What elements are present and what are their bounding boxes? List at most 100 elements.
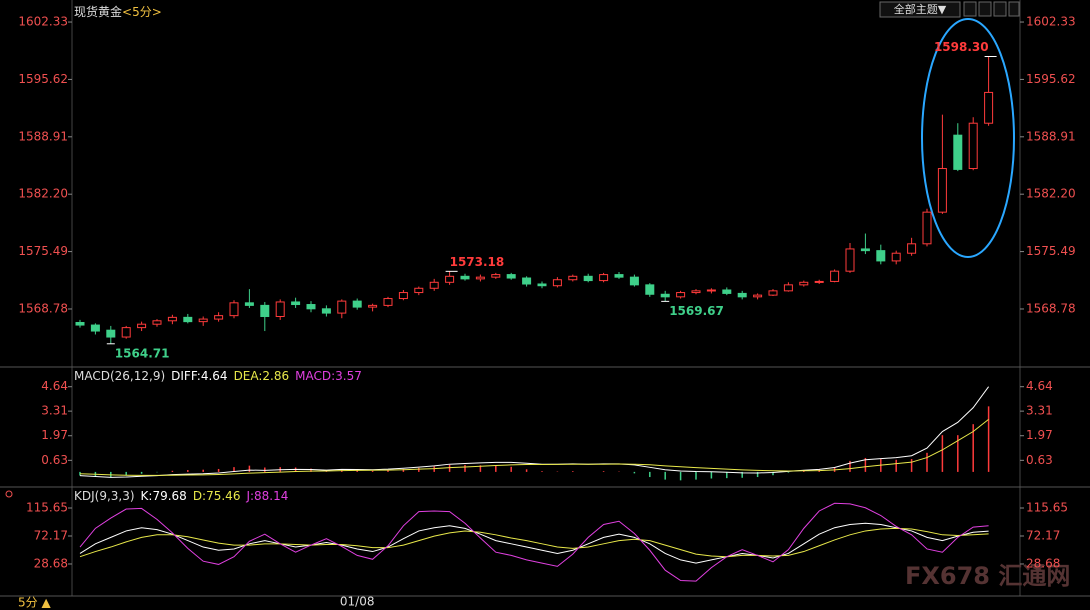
legend-entry: DIFF:4.64 xyxy=(171,369,227,383)
series-line xyxy=(79,418,989,476)
y-tick-label: 0.63 xyxy=(1026,453,1053,467)
candle-body xyxy=(860,248,870,252)
candle-body xyxy=(660,293,670,298)
theme-button[interactable] xyxy=(879,1,961,18)
y-tick-label: 1595.62 xyxy=(18,72,68,86)
candle-body xyxy=(75,321,85,326)
candle-body xyxy=(568,275,578,281)
tool-button[interactable] xyxy=(1008,1,1020,17)
chart-subtitle: <5分> xyxy=(122,5,162,19)
y-tick-label: 28.68 xyxy=(1026,556,1060,570)
candle-body xyxy=(552,279,562,287)
legend: KDJ(9,3,3) K:79.68 D:75.46 J:88.14 xyxy=(74,489,288,503)
y-tick-label: 28.68 xyxy=(34,556,68,570)
legend-entry: MACD:3.57 xyxy=(295,369,362,383)
candle-body xyxy=(676,292,686,298)
candle-body xyxy=(783,284,793,292)
y-tick-label: 1588.91 xyxy=(1026,129,1076,143)
legend-entry: D:75.46 xyxy=(193,489,241,503)
candle-body xyxy=(121,327,131,338)
legend-entry: DEA:2.86 xyxy=(234,369,290,383)
x-tick-label: 01/08 xyxy=(340,595,375,609)
candle-body xyxy=(953,134,963,170)
y-tick-label: 4.64 xyxy=(1026,379,1053,393)
candle-body xyxy=(984,91,994,124)
low-label: 1564.71 xyxy=(115,346,170,360)
y-tick-label: 1602.33 xyxy=(18,15,68,29)
candle-body xyxy=(90,324,100,332)
candle-body xyxy=(799,281,809,286)
candle-body xyxy=(753,294,763,298)
y-tick-label: 1568.78 xyxy=(1026,301,1076,315)
candle-body xyxy=(968,122,978,170)
candle-body xyxy=(506,274,516,279)
y-tick-label: 72.17 xyxy=(1026,528,1060,542)
y-tick-label: 1.97 xyxy=(41,428,68,442)
candle-body xyxy=(414,287,424,294)
candle-body xyxy=(275,301,285,318)
tool-button[interactable] xyxy=(978,1,992,17)
panel-title: KDJ(9,3,3) xyxy=(74,489,135,503)
candle-body xyxy=(291,301,301,306)
tool-button[interactable] xyxy=(993,1,1007,17)
tool-button[interactable] xyxy=(963,1,977,17)
low-label: 1569.67 xyxy=(669,304,724,318)
y-tick-label: 3.31 xyxy=(41,404,68,418)
candle-body xyxy=(167,316,177,322)
period-selector[interactable]: 5分 ▲ xyxy=(18,596,51,610)
y-tick-label: 1602.33 xyxy=(1026,15,1076,29)
y-tick-label: 1582.20 xyxy=(18,187,68,201)
candle-body xyxy=(491,274,501,278)
y-tick-label: 1575.49 xyxy=(1026,244,1076,258)
candle-body xyxy=(922,211,932,245)
candle-body xyxy=(814,280,824,283)
candle-body xyxy=(891,252,901,262)
candle-body xyxy=(152,320,162,325)
candle-body xyxy=(352,300,362,308)
candle-body xyxy=(137,323,147,329)
settings-icon[interactable] xyxy=(5,490,13,498)
series-line xyxy=(79,527,989,558)
y-tick-label: 1582.20 xyxy=(1026,187,1076,201)
series-line xyxy=(79,522,989,564)
candle-body xyxy=(645,284,655,295)
candle-body xyxy=(398,292,408,300)
candle-body xyxy=(260,304,270,318)
candle-body xyxy=(306,304,316,310)
candle-body xyxy=(429,281,439,289)
candle-body xyxy=(244,302,254,306)
y-tick-label: 1595.62 xyxy=(1026,72,1076,86)
candle-body xyxy=(583,275,593,282)
candle-body xyxy=(460,275,470,280)
candle-body xyxy=(183,316,193,323)
candle-body xyxy=(737,292,747,298)
series-line xyxy=(79,502,989,582)
candle-body xyxy=(475,276,485,280)
highlight-ellipse xyxy=(921,18,1015,258)
legend-entry: K:79.68 xyxy=(141,489,187,503)
watermark: FX678 汇通网 xyxy=(905,562,1070,590)
candle-body xyxy=(629,276,639,286)
candle-body xyxy=(383,298,393,306)
chart-title: 现货黄金 xyxy=(74,4,122,19)
candle-body xyxy=(229,302,239,317)
high-label: 1598.30 xyxy=(934,40,989,54)
legend-entry: J:88.14 xyxy=(245,489,288,503)
theme-button-label[interactable]: 全部主题▼ xyxy=(894,2,947,16)
high-label: 1573.18 xyxy=(450,255,505,269)
legend: MACD(26,12,9) DIFF:4.64 DEA:2.86 MACD:3.57 xyxy=(74,369,362,383)
y-tick-label: 1.97 xyxy=(1026,428,1053,442)
y-tick-label: 0.63 xyxy=(41,453,68,467)
candle-body xyxy=(706,289,716,292)
candle-body xyxy=(337,300,347,314)
candle-body xyxy=(321,308,331,314)
candle-body xyxy=(907,243,917,254)
y-tick-label: 1588.91 xyxy=(18,129,68,143)
candle-body xyxy=(445,275,455,283)
y-tick-label: 115.65 xyxy=(1026,500,1068,514)
candle-body xyxy=(691,290,701,294)
y-tick-label: 3.31 xyxy=(1026,404,1053,418)
candle-body xyxy=(876,250,886,262)
candle-body xyxy=(768,290,778,296)
